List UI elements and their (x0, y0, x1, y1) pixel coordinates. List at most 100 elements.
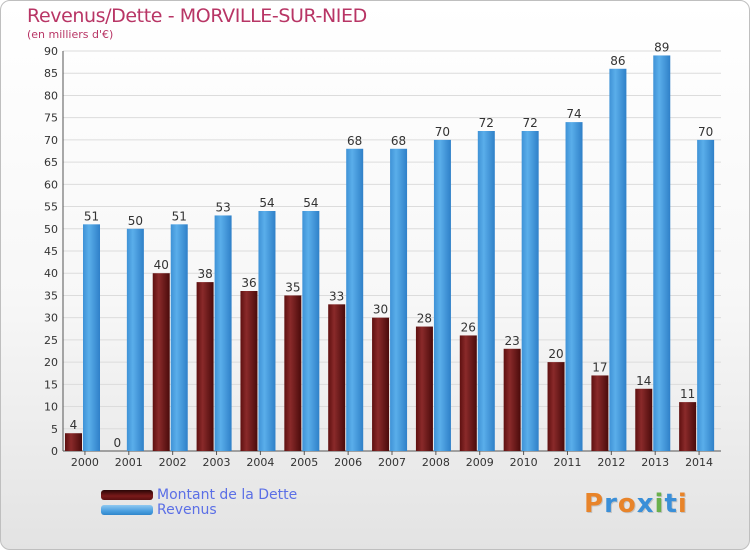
y-tick-label: 70 (44, 134, 58, 147)
bar-revenus (609, 68, 627, 452)
legend-swatch-dette (101, 490, 153, 500)
x-tick-label: 2001 (115, 456, 143, 469)
legend-swatch-revenus (101, 505, 153, 515)
bar-dette (547, 362, 565, 451)
bar-revenus (477, 131, 495, 451)
y-tick-label: 50 (44, 223, 58, 236)
data-label-revenus: 89 (654, 40, 669, 54)
data-label-revenus: 70 (698, 125, 713, 139)
y-tick-label: 10 (44, 401, 58, 414)
bar-revenus (302, 211, 320, 451)
data-label-revenus: 53 (215, 200, 230, 214)
y-tick-label: 15 (44, 378, 58, 391)
proxiti-logo: Proxiti (584, 489, 688, 519)
bar-dette (503, 348, 521, 451)
data-label-dette: 38 (197, 267, 212, 281)
x-tick-label: 2010 (510, 456, 538, 469)
y-tick-label: 90 (44, 45, 58, 58)
logo-letter: P (584, 489, 605, 519)
x-tick-label: 2007 (378, 456, 406, 469)
data-label-revenus: 54 (259, 196, 274, 210)
y-tick-label: 75 (44, 112, 58, 125)
y-tick-label: 5 (51, 423, 58, 436)
bar-dette (65, 433, 82, 451)
bar-revenus (214, 215, 232, 451)
data-label-dette: 14 (636, 374, 651, 388)
data-label-dette: 35 (285, 280, 300, 294)
data-label-revenus: 51 (84, 209, 99, 223)
x-tick-label: 2014 (685, 456, 713, 469)
y-tick-label: 20 (44, 356, 58, 369)
chart-subtitle: (en milliers d'€) (27, 28, 114, 41)
y-tick-label: 25 (44, 334, 58, 347)
y-tick-label: 60 (44, 178, 58, 191)
data-label-revenus: 70 (435, 125, 450, 139)
data-label-revenus: 68 (347, 134, 362, 148)
y-tick-label: 0 (51, 445, 58, 458)
y-tick-label: 35 (44, 289, 58, 302)
bar-dette (679, 402, 697, 451)
data-label-dette: 23 (505, 334, 520, 348)
bar-revenus (83, 224, 100, 451)
logo-letter: t (664, 489, 678, 519)
data-label-revenus: 50 (128, 214, 143, 228)
data-label-revenus: 72 (479, 116, 494, 130)
y-tick-label: 30 (44, 312, 58, 325)
data-label-dette: 36 (241, 276, 256, 290)
bar-dette (635, 388, 653, 451)
data-label-dette: 11 (680, 387, 695, 401)
bar-dette (591, 375, 609, 451)
logo-letter: x (636, 489, 655, 519)
legend-item-revenus: Revenus (101, 502, 217, 518)
x-tick-label: 2008 (422, 456, 450, 469)
data-label-revenus: 86 (610, 54, 625, 68)
data-label-revenus: 72 (523, 116, 538, 130)
y-tick-label: 80 (44, 89, 58, 102)
bar-dette (415, 326, 433, 451)
data-label-dette: 28 (417, 312, 432, 326)
data-label-revenus: 74 (566, 107, 581, 121)
data-label-dette: 4 (70, 418, 78, 432)
bar-revenus (346, 148, 364, 451)
data-label-dette: 26 (461, 320, 476, 334)
logo-letter: i (654, 489, 665, 519)
x-tick-label: 2012 (597, 456, 625, 469)
x-tick-label: 2009 (466, 456, 494, 469)
data-label-dette: 30 (373, 303, 388, 317)
bar-dette (372, 317, 390, 451)
bar-dette (284, 295, 302, 451)
y-tick-label: 85 (44, 67, 58, 80)
x-tick-label: 2002 (159, 456, 187, 469)
x-tick-label: 2003 (203, 456, 231, 469)
bar-revenus (170, 224, 188, 451)
bar-revenus (258, 211, 276, 451)
logo-letter: r (604, 489, 618, 519)
x-tick-label: 2004 (246, 456, 274, 469)
data-label-dette: 20 (548, 347, 563, 361)
bar-dette (459, 335, 477, 451)
chart-title: Revenus/Dette - MORVILLE-SUR-NIED (27, 5, 367, 27)
x-tick-label: 2011 (553, 456, 581, 469)
legend-label-dette: Montant de la Dette (157, 487, 298, 503)
x-tick-label: 2013 (641, 456, 669, 469)
data-label-dette: 33 (329, 289, 344, 303)
bar-dette (240, 291, 258, 451)
logo-letter: o (617, 489, 637, 519)
bar-revenus (565, 122, 583, 451)
logo-letter: i (677, 489, 688, 519)
y-tick-label: 55 (44, 201, 58, 214)
bar-revenus (697, 139, 715, 451)
data-label-dette: 0 (114, 436, 122, 450)
bar-revenus (390, 148, 408, 451)
x-tick-label: 2000 (71, 456, 99, 469)
data-label-dette: 17 (592, 360, 607, 374)
data-label-revenus: 68 (391, 134, 406, 148)
x-tick-label: 2006 (334, 456, 362, 469)
bar-revenus (433, 139, 451, 451)
bar-revenus (653, 55, 671, 451)
bar-dette (152, 273, 170, 451)
bar-dette (196, 282, 214, 451)
y-tick-label: 65 (44, 156, 58, 169)
